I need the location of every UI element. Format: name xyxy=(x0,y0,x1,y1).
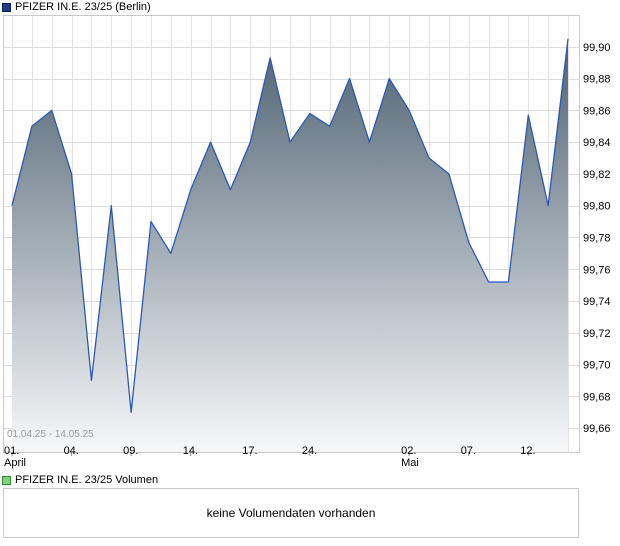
y-tick-label: 99,86 xyxy=(583,105,611,117)
x-tick-label: 24. xyxy=(302,445,317,457)
x-tick-label: 14. xyxy=(183,445,198,457)
y-tick-label: 99,82 xyxy=(583,169,611,181)
y-tick-label: 99,66 xyxy=(583,423,611,435)
x-tick-label: 17. xyxy=(242,445,257,457)
x-tick-labels: 01.April 04. 09. 14. 17. 24. 02.Mai 07. 12. xyxy=(4,445,536,469)
price-legend-label: PFIZER IN.E. 23/25 (Berlin) xyxy=(15,1,151,13)
x-tick-label: 12. xyxy=(520,445,535,457)
y-tick-label: 99,80 xyxy=(583,201,611,213)
price-area xyxy=(12,38,568,453)
x-tick-label: 09. xyxy=(123,445,138,457)
price-legend: PFIZER IN.E. 23/25 (Berlin) xyxy=(2,1,151,13)
x-tick-label: 04. xyxy=(64,445,79,457)
y-tick-label: 99,74 xyxy=(583,296,611,308)
y-tick-label: 99,70 xyxy=(583,360,611,372)
x-tick-sublabel: Mai xyxy=(401,457,419,469)
price-chart: 99,66 99,68 99,70 99,72 99,74 99,76 99,78 99,80… xyxy=(3,15,611,469)
y-tick-label: 99,88 xyxy=(583,74,611,86)
y-tick-label: 99,90 xyxy=(583,42,611,54)
price-legend-swatch xyxy=(2,2,11,12)
x-tick-label: 01. xyxy=(4,445,19,457)
date-range-label: 01.04.25 - 14.05.25 xyxy=(7,429,94,440)
y-tick-label: 99,76 xyxy=(583,264,611,276)
y-tick-label: 99,68 xyxy=(583,391,611,403)
y-tick-label: 99,84 xyxy=(583,137,611,149)
y-tick-label: 99,78 xyxy=(583,232,611,244)
volume-legend-label: PFIZER IN.E. 23/25 Volumen xyxy=(15,474,159,486)
x-tick-label: 02. xyxy=(401,445,416,457)
volume-panel: keine Volumendaten vorhanden xyxy=(3,488,579,538)
x-tick-label: 07. xyxy=(461,445,476,457)
y-tick-labels: 99,66 99,68 99,70 99,72 99,74 99,76 99,78 99,80… xyxy=(583,42,611,435)
volume-legend: PFIZER IN.E. 23/25 Volumen xyxy=(2,474,158,486)
volume-legend-swatch xyxy=(2,475,11,485)
price-line xyxy=(11,38,569,413)
volume-empty-message: keine Volumendaten vorhanden xyxy=(206,506,376,520)
y-tick-label: 99,72 xyxy=(583,328,611,340)
x-tick-sublabel: April xyxy=(4,457,26,469)
